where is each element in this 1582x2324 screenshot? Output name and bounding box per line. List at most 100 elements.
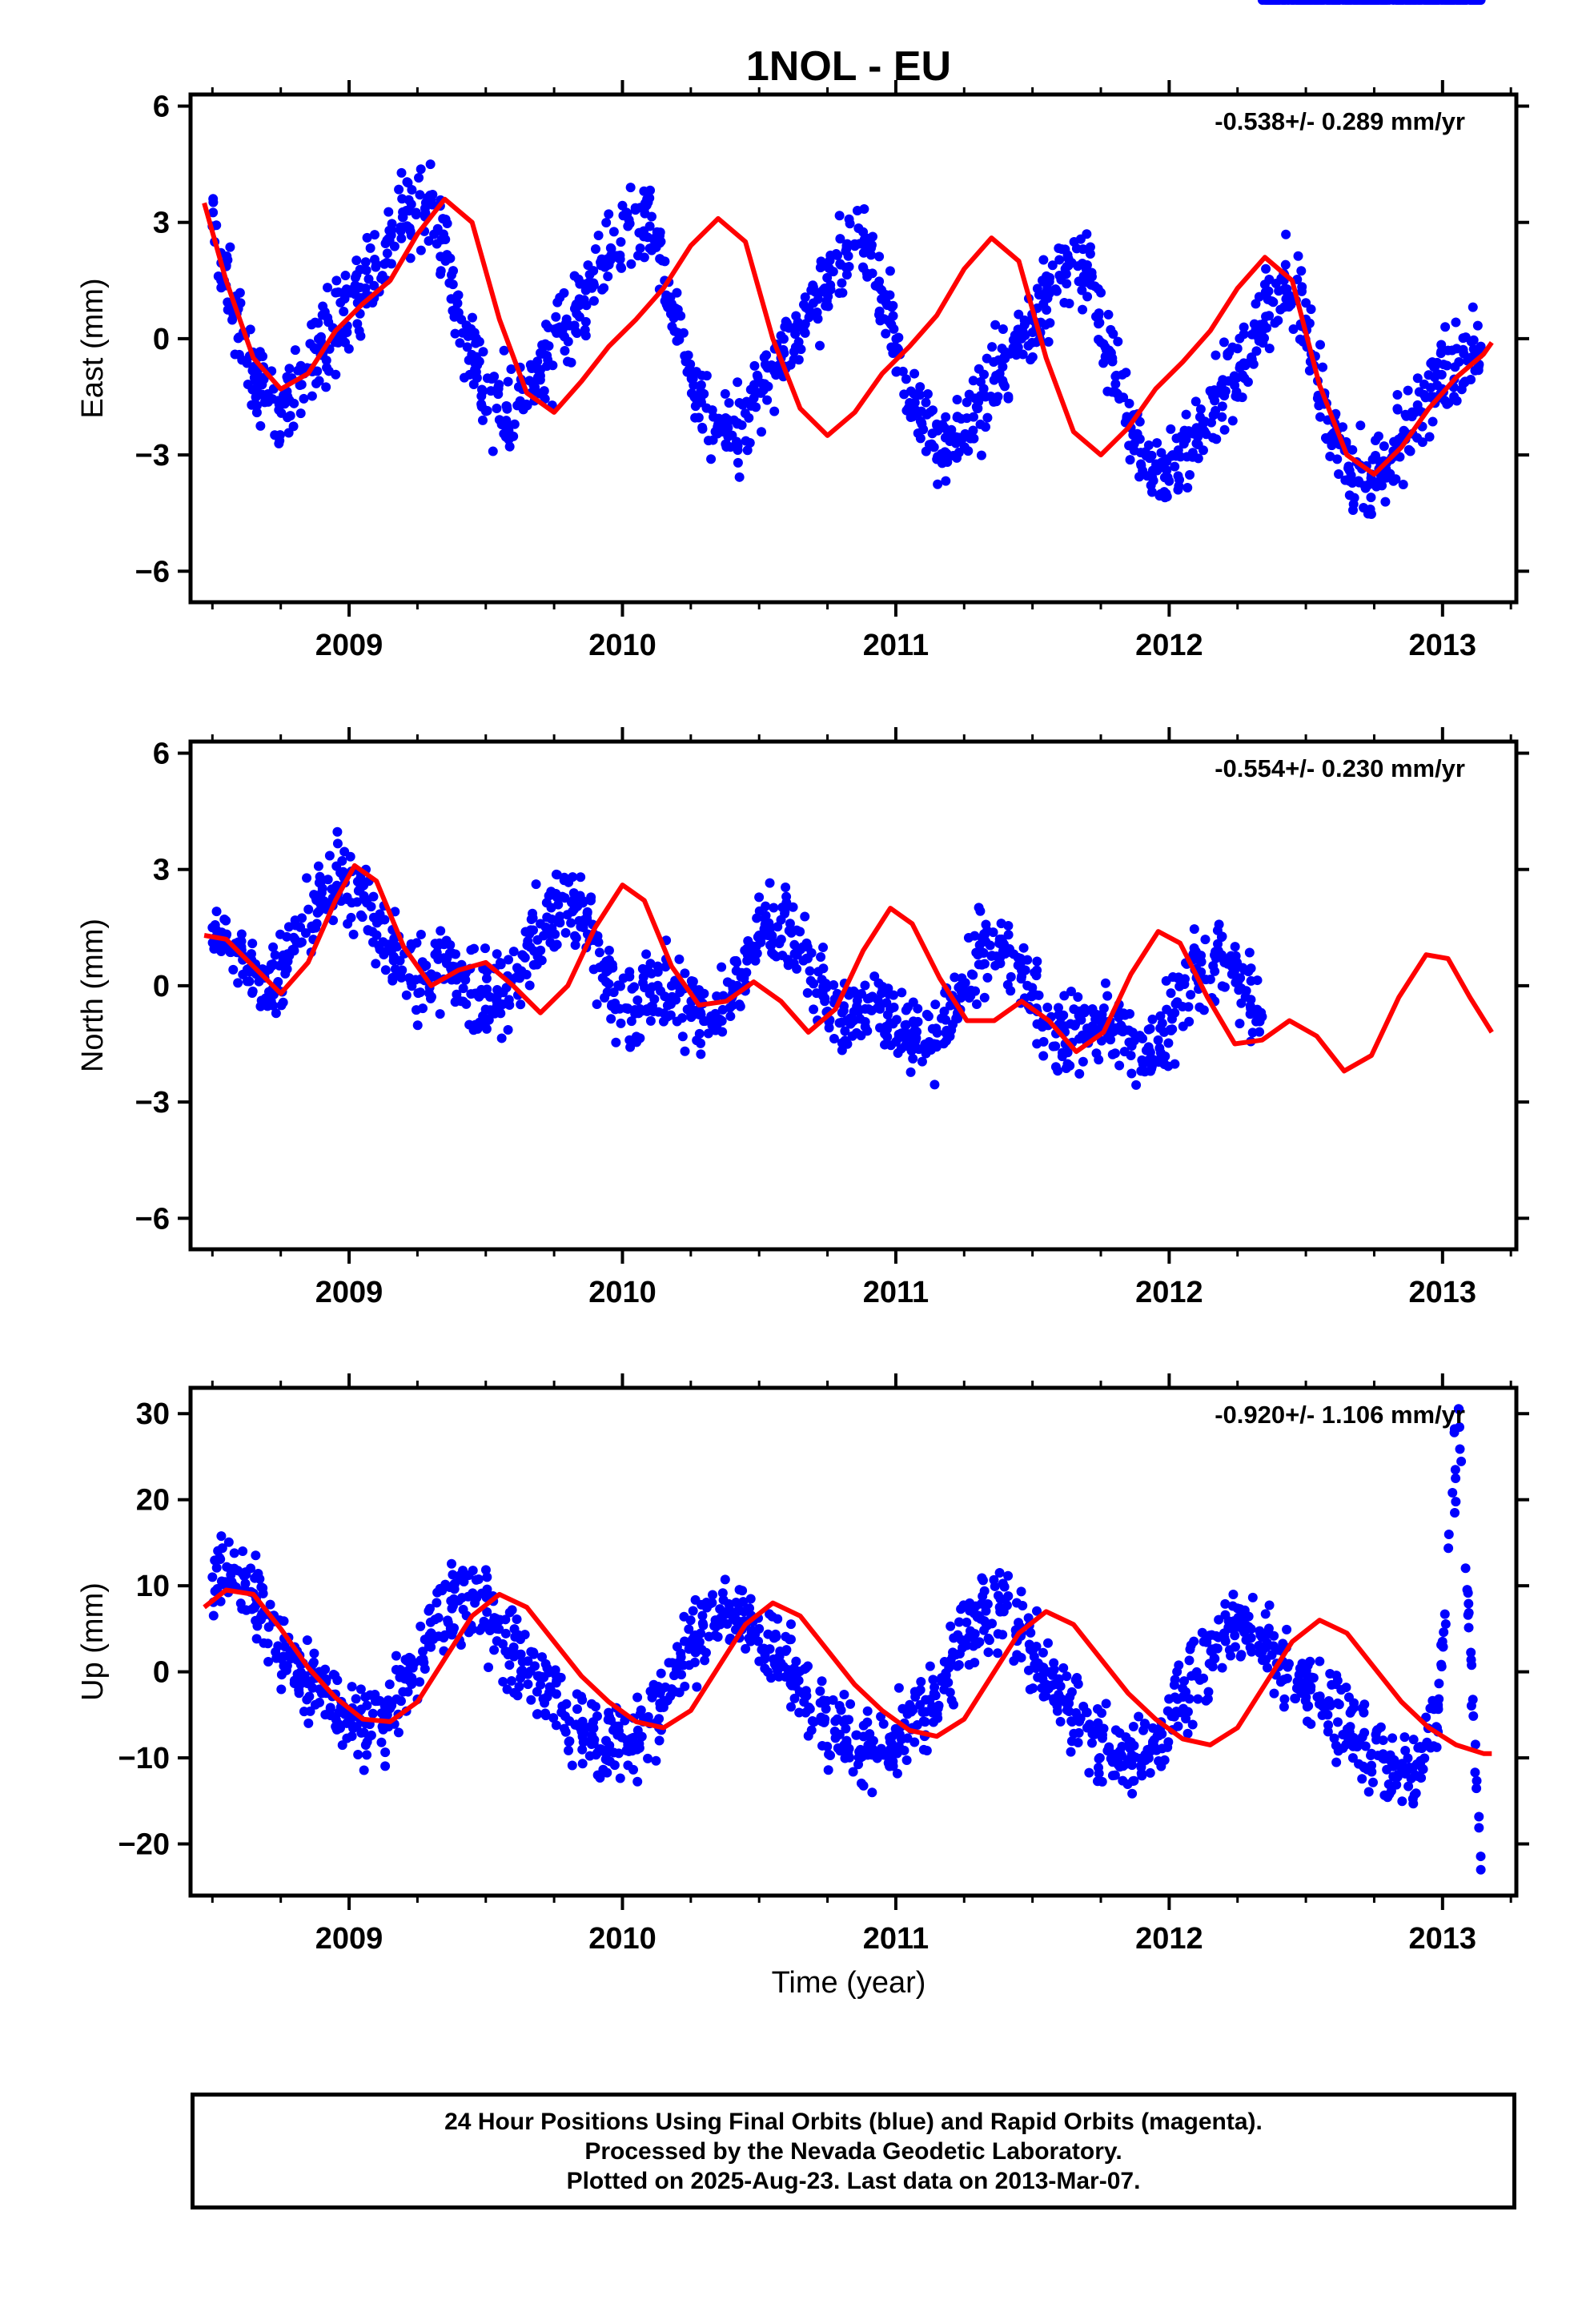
data-point	[290, 345, 300, 356]
data-point	[1331, 1740, 1341, 1751]
data-point	[689, 1657, 700, 1667]
y-tick-label: 6	[153, 738, 170, 771]
data-point	[1006, 986, 1016, 996]
data-point	[978, 947, 988, 958]
data-point	[909, 1026, 920, 1036]
data-point	[923, 1011, 934, 1022]
data-point	[1466, 375, 1476, 385]
data-point	[1327, 430, 1337, 440]
data-point	[1325, 1700, 1335, 1711]
data-point	[1450, 1508, 1460, 1518]
data-point	[276, 408, 287, 418]
data-point	[523, 1679, 533, 1690]
data-point	[708, 1590, 718, 1600]
data-point	[1424, 432, 1435, 442]
model-curve	[203, 1587, 1492, 1756]
data-point	[1126, 1068, 1137, 1079]
data-point	[1184, 1694, 1195, 1704]
data-point	[1419, 379, 1429, 389]
data-point	[974, 903, 984, 913]
data-point	[741, 1643, 751, 1654]
data-point	[624, 219, 635, 229]
data-point	[1345, 1722, 1355, 1732]
data-point	[216, 927, 227, 938]
data-point	[1329, 1733, 1339, 1743]
data-point	[325, 1703, 335, 1713]
data-point	[1359, 1707, 1369, 1718]
data-point	[1398, 0, 1408, 5]
data-point	[912, 1719, 922, 1730]
data-point	[1184, 1016, 1195, 1027]
data-point	[982, 412, 993, 423]
data-point	[643, 1753, 653, 1763]
data-point	[901, 1019, 911, 1030]
data-point	[467, 312, 477, 323]
data-point	[833, 250, 843, 260]
data-point	[897, 987, 907, 998]
data-point	[1219, 337, 1229, 348]
data-point	[606, 250, 616, 260]
data-point	[952, 1661, 962, 1671]
data-point	[1306, 1682, 1316, 1692]
data-point	[1363, 1787, 1374, 1797]
data-point	[1185, 1644, 1195, 1655]
data-point	[604, 945, 614, 955]
data-point	[1437, 1636, 1447, 1647]
data-point	[761, 350, 772, 360]
data-point	[592, 999, 602, 1009]
model-curve	[202, 196, 1494, 477]
data-point	[311, 378, 321, 388]
data-point	[1125, 1009, 1135, 1019]
data-point	[458, 996, 468, 1007]
data-point	[375, 1695, 385, 1706]
data-point	[1093, 283, 1103, 294]
data-point	[332, 1675, 343, 1686]
data-point	[638, 978, 648, 988]
data-point	[270, 950, 280, 960]
data-point	[216, 1531, 227, 1542]
data-point	[1235, 973, 1246, 983]
data-point	[647, 982, 657, 992]
data-point	[950, 972, 960, 983]
data-point	[1026, 355, 1036, 365]
data-point	[384, 1679, 395, 1690]
data-point	[1257, 1646, 1267, 1656]
data-point	[909, 397, 920, 408]
data-point	[1191, 396, 1201, 407]
data-point	[1476, 1864, 1486, 1875]
data-point	[1114, 1025, 1125, 1035]
data-point	[922, 389, 933, 400]
data-point	[636, 1705, 646, 1715]
data-point	[733, 457, 743, 468]
data-point	[974, 396, 984, 407]
data-point	[388, 939, 399, 949]
data-point	[646, 211, 656, 222]
data-point	[1032, 1606, 1042, 1616]
data-point	[1267, 1650, 1277, 1660]
data-point	[1151, 460, 1162, 471]
data-point	[754, 892, 765, 903]
data-point	[506, 364, 516, 374]
x-tick-label: 2011	[863, 1276, 929, 1309]
data-point	[660, 991, 670, 1002]
data-point	[1403, 1781, 1414, 1791]
data-point	[1135, 448, 1146, 458]
x-tick-label: 2011	[863, 1922, 929, 1956]
data-point	[1355, 420, 1366, 431]
data-point	[1072, 1673, 1082, 1683]
data-point	[1085, 249, 1095, 259]
data-point	[588, 964, 599, 975]
data-point	[1307, 1672, 1317, 1683]
data-point	[1367, 1767, 1377, 1777]
data-point	[788, 902, 798, 912]
data-point	[1472, 320, 1483, 331]
data-point	[458, 983, 468, 994]
data-point	[1003, 920, 1014, 931]
data-point	[559, 287, 569, 298]
data-point	[1006, 971, 1016, 982]
data-point	[769, 1633, 779, 1643]
data-point	[528, 908, 538, 919]
data-point	[559, 872, 569, 883]
data-point	[722, 977, 733, 987]
data-point	[1183, 1002, 1194, 1012]
